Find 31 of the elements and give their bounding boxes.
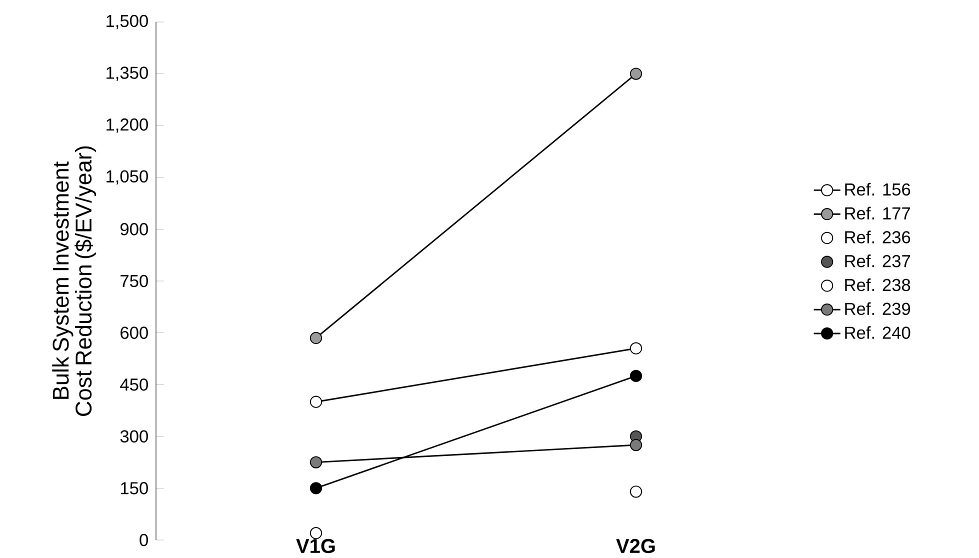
y-tick-label: 1,050 — [106, 170, 148, 185]
y-tick-label: 750 — [120, 274, 148, 288]
point — [630, 68, 642, 80]
point — [630, 342, 642, 354]
y-tick-label: 1,500 — [106, 14, 148, 30]
point — [310, 396, 322, 408]
legend-label: Ref. 239 — [845, 302, 910, 316]
y-tick-label: 300 — [120, 430, 148, 443]
point — [310, 332, 322, 344]
legend-label: Ref. 240 — [845, 326, 910, 339]
y-axis-title: Bulk System Investment Cost Reduction ($/EV/year) — [52, 146, 96, 416]
y-tick-label: 0 — [140, 534, 148, 546]
y-tick-label: 450 — [120, 378, 148, 391]
y-tick-label: 900 — [120, 223, 148, 236]
point — [310, 527, 322, 540]
y-tick-label: 150 — [121, 482, 148, 494]
legend-label: Ref. 238 — [845, 278, 910, 292]
point — [310, 482, 322, 494]
point — [630, 370, 642, 382]
legend-label: Ref. 236 — [845, 230, 910, 244]
y-tick-label: 600 — [120, 326, 148, 339]
point — [630, 438, 642, 452]
point — [630, 486, 642, 498]
legend-label: Ref. 237 — [845, 254, 910, 268]
legend-label: Ref. 156 — [845, 182, 910, 196]
y-tick-label: 1,200 — [106, 118, 148, 133]
legend-label: Ref. 177 — [845, 206, 910, 220]
y-tick-label: 1,350 — [106, 66, 148, 81]
point — [310, 456, 322, 468]
x-tick-label: V1G — [296, 538, 335, 554]
x-tick-label: V2G — [616, 538, 655, 554]
